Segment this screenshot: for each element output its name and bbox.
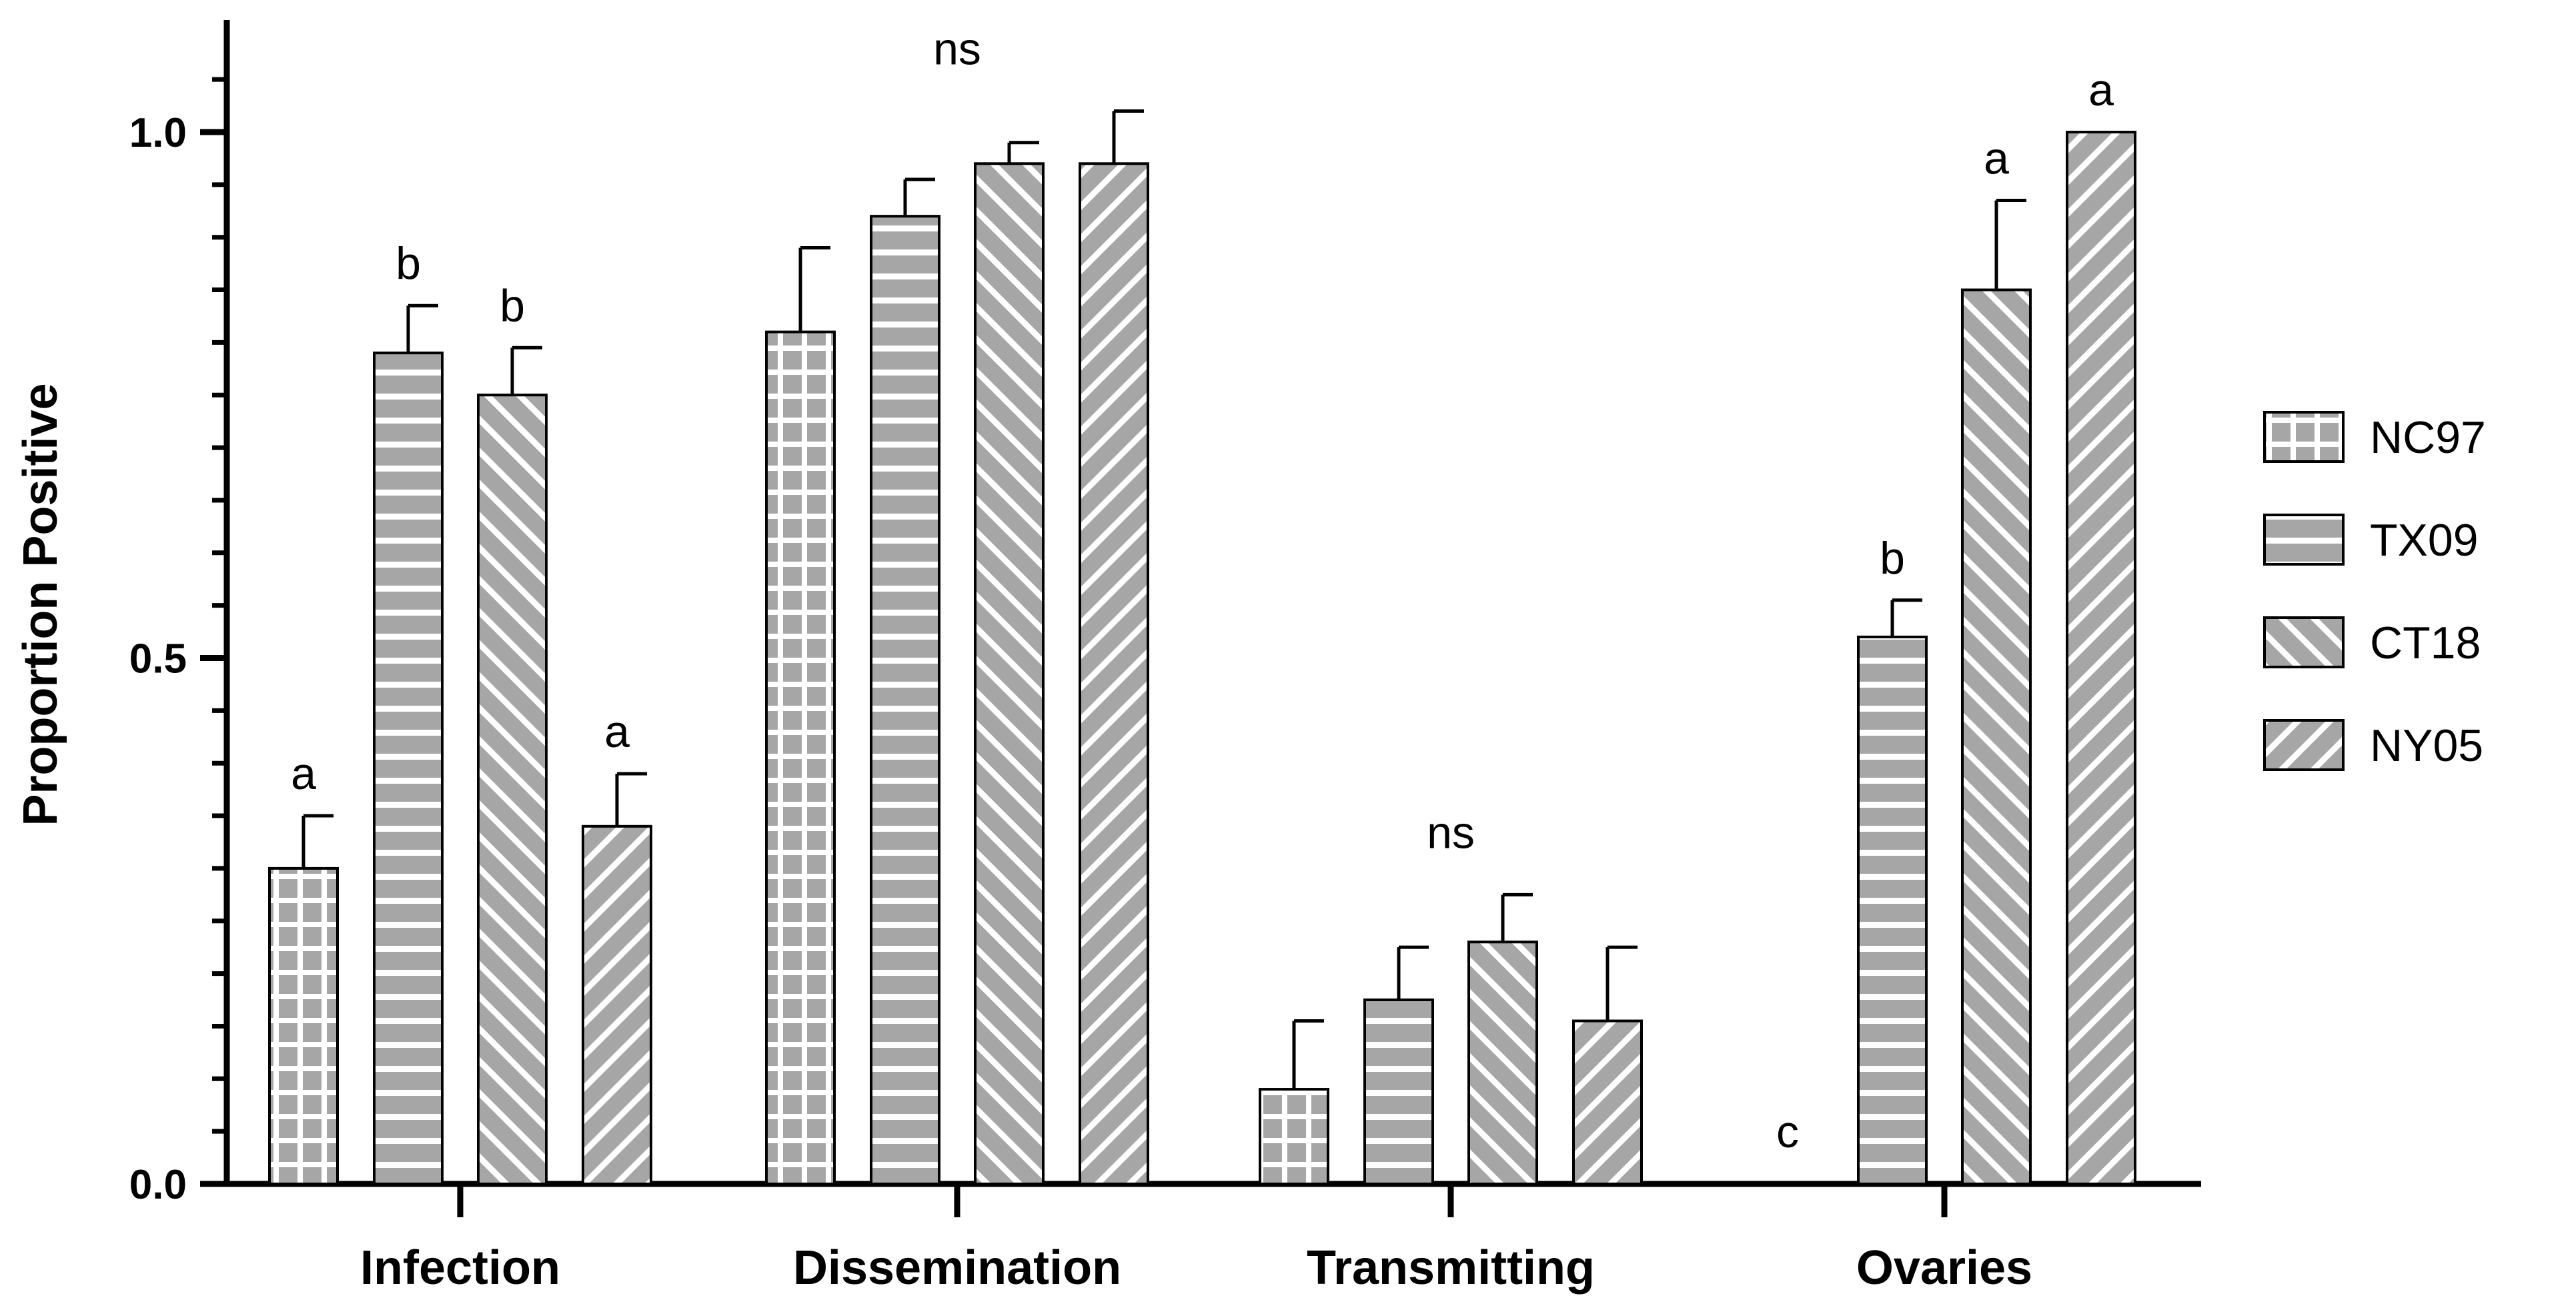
significance-label: a (1984, 133, 2009, 184)
bar-nc97-infection[interactable] (268, 866, 339, 1186)
y-tick-label: 0.5 (129, 636, 187, 682)
significance-label: b (1880, 533, 1905, 584)
legend-label-ny05: NY05 (2370, 720, 2483, 771)
legend-swatch-tx09 (2263, 514, 2345, 566)
legend: NC97 TX09 CT18 NY05 (2263, 411, 2486, 771)
y-tick-label: 1.0 (129, 110, 187, 156)
legend-label-ct18: CT18 (2370, 618, 2481, 668)
legend-label-tx09: TX09 (2370, 515, 2479, 566)
x-tick-label-dissemination: Dissemination (793, 1241, 1121, 1295)
y-axis-label: Proportion Positive (14, 383, 67, 826)
legend-label-nc97: NC97 (2370, 412, 2486, 463)
bar-ct18-ovaries[interactable] (1961, 288, 2032, 1185)
bar-tx09-dissemination[interactable] (870, 215, 940, 1185)
bar-tx09-infection[interactable] (373, 352, 444, 1185)
x-tick-label-infection: Infection (360, 1241, 560, 1295)
legend-swatch-nc97 (2263, 411, 2345, 463)
bar-ct18-dissemination[interactable] (974, 162, 1045, 1185)
bar-nc97-dissemination[interactable] (765, 330, 836, 1185)
bar-ct18-infection[interactable] (477, 394, 548, 1185)
y-tick-label: 0.0 (129, 1162, 187, 1208)
bar-nc97-transmitting[interactable] (1259, 1088, 1329, 1185)
significance-label: c (1776, 1107, 1799, 1157)
legend-swatch-ct18 (2263, 616, 2345, 668)
significance-label: ns (1427, 807, 1475, 858)
bar-ct18-transmitting[interactable] (1467, 940, 1538, 1186)
bar-ny05-ovaries[interactable] (2066, 131, 2136, 1185)
bar-ny05-transmitting[interactable] (1572, 1019, 1643, 1185)
plot-area: 0.0 0.5 1.0 Proportion Positive Infection Dis… (14, 20, 2201, 1295)
significance-label: ns (933, 23, 981, 74)
bar-tx09-transmitting[interactable] (1363, 999, 1434, 1186)
significance-label: a (291, 748, 316, 799)
significance-label: b (396, 238, 421, 289)
significance-label: a (604, 706, 630, 757)
x-tick-label-ovaries: Ovaries (1856, 1241, 2032, 1295)
x-tick-label-transmitting: Transmitting (1307, 1241, 1595, 1295)
legend-swatch-ny05 (2263, 719, 2345, 771)
significance-label: a (2088, 65, 2114, 115)
bar-tx09-ovaries[interactable] (1857, 635, 1928, 1185)
bar-ny05-dissemination[interactable] (1079, 162, 1149, 1185)
bar-ny05-infection[interactable] (582, 824, 652, 1185)
significance-label: b (500, 280, 525, 331)
